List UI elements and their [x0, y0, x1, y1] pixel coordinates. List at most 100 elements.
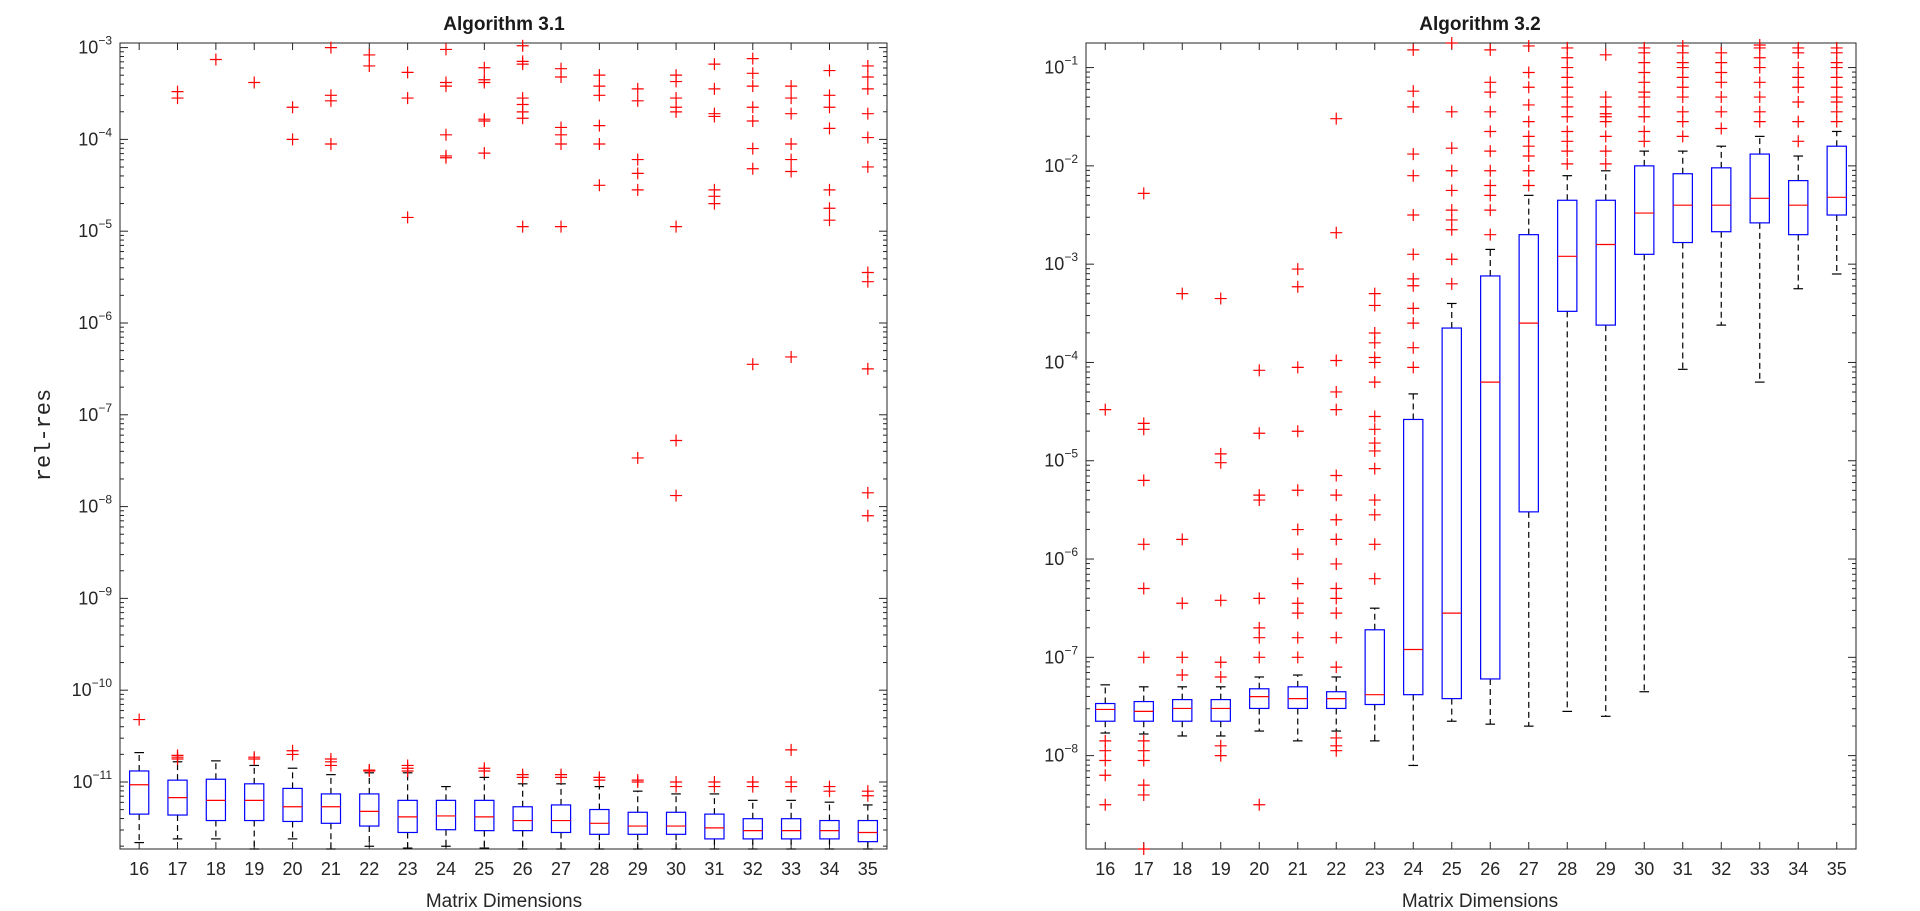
- x-tick-label: 30: [1634, 859, 1654, 879]
- outlier-marker: [1330, 513, 1343, 526]
- outlier-marker: [1407, 100, 1420, 113]
- outlier-marker: [1445, 142, 1458, 155]
- outlier-marker: [785, 165, 798, 178]
- x-tick-label: 30: [666, 859, 686, 879]
- x-tick-label: 27: [551, 859, 571, 879]
- iqr-box: [1711, 167, 1732, 233]
- outlier-marker: [1522, 98, 1535, 111]
- x-tick-label: 17: [168, 859, 188, 879]
- outlier-marker: [593, 137, 606, 150]
- outlier-marker: [746, 101, 759, 114]
- outlier-marker: [670, 105, 683, 118]
- x-tick-label: 29: [628, 859, 648, 879]
- outlier-marker: [1676, 130, 1689, 143]
- outlier-marker: [631, 153, 644, 166]
- iqr-box: [244, 783, 265, 822]
- x-tick-label: 19: [1211, 859, 1231, 879]
- outlier-marker: [1214, 670, 1227, 683]
- outlier-marker: [324, 41, 337, 54]
- iqr-box: [282, 787, 303, 823]
- outlier-marker: [1137, 582, 1150, 595]
- outlier-marker: [1253, 621, 1266, 634]
- outlier-marker: [1330, 631, 1343, 644]
- iqr-box: [780, 818, 802, 840]
- outlier-marker: [746, 775, 759, 788]
- outlier-marker: [1445, 184, 1458, 197]
- outlier-marker: [1330, 112, 1343, 125]
- y-tick-label: 10−6: [1044, 545, 1078, 569]
- iqr-box: [1364, 629, 1385, 706]
- outlier-marker: [1792, 115, 1805, 128]
- box-19: [244, 76, 265, 850]
- outlier-marker: [1176, 597, 1189, 610]
- box-28: [1557, 41, 1578, 712]
- outlier-marker: [1291, 425, 1304, 438]
- outlier-marker: [785, 137, 798, 150]
- box-34: [819, 64, 840, 850]
- outlier-marker: [1445, 204, 1458, 217]
- outlier-marker: [631, 774, 644, 787]
- outlier-marker: [286, 744, 299, 757]
- outlier-marker: [1753, 38, 1766, 51]
- outlier-marker: [746, 162, 759, 175]
- box-24: [435, 43, 457, 847]
- outlier-marker: [1137, 474, 1150, 487]
- outlier-marker: [1137, 651, 1150, 664]
- iqr-box: [1480, 275, 1501, 680]
- box-32: [1711, 46, 1732, 326]
- outlier-marker: [1291, 361, 1304, 374]
- outlier-marker: [746, 142, 759, 155]
- outlier-marker: [439, 128, 452, 141]
- outlier-marker: [363, 764, 376, 777]
- outlier-marker: [1599, 130, 1612, 143]
- iqr-box: [359, 793, 380, 827]
- y-tick-label: 10−5: [1044, 447, 1078, 471]
- iqr-box: [1595, 199, 1616, 326]
- x-axis-label: Matrix Dimensions: [1402, 891, 1558, 911]
- iqr-box: [1672, 173, 1693, 244]
- outlier-marker: [823, 64, 836, 77]
- iqr-box: [1095, 702, 1116, 722]
- y-tick-label: 10−4: [78, 125, 112, 149]
- outlier-marker: [1561, 157, 1574, 170]
- outlier-marker: [1599, 145, 1612, 158]
- box-27: [1518, 39, 1539, 727]
- outlier-marker: [209, 53, 222, 66]
- outlier-marker: [1561, 41, 1574, 54]
- outlier-marker: [1214, 749, 1227, 762]
- x-tick-label: 20: [283, 859, 303, 879]
- outlier-marker: [1522, 81, 1535, 94]
- y-tick-label: 10−6: [78, 309, 112, 333]
- box-27: [550, 62, 572, 850]
- outlier-marker: [1368, 376, 1381, 389]
- outlier-marker: [785, 775, 798, 788]
- outlier-marker: [861, 785, 874, 798]
- outlier-marker: [1253, 364, 1266, 377]
- outlier-marker: [1330, 744, 1343, 757]
- iqr-box: [1326, 691, 1347, 710]
- outlier-marker: [1445, 253, 1458, 266]
- outlier-marker: [1522, 164, 1535, 177]
- outlier-marker: [1561, 125, 1574, 138]
- outlier-marker: [861, 486, 874, 499]
- outlier-marker: [670, 434, 683, 447]
- outlier-marker: [1176, 669, 1189, 682]
- outlier-marker: [1522, 115, 1535, 128]
- outlier-marker: [631, 94, 644, 107]
- outlier-marker: [670, 775, 683, 788]
- outlier-marker: [1368, 287, 1381, 300]
- iqr-box: [550, 804, 572, 834]
- outlier-marker: [823, 101, 836, 114]
- outlier-marker: [516, 768, 529, 781]
- outlier-marker: [171, 92, 184, 105]
- outlier-marker: [1407, 85, 1420, 98]
- box-30: [665, 69, 687, 850]
- x-tick-label: 29: [1596, 859, 1616, 879]
- outlier-marker: [1484, 125, 1497, 138]
- outlier-marker: [1330, 354, 1343, 367]
- y-tick-label: 10−5: [78, 217, 112, 241]
- box-33: [1749, 38, 1770, 383]
- box-26: [1480, 43, 1501, 725]
- outlier-marker: [708, 197, 721, 210]
